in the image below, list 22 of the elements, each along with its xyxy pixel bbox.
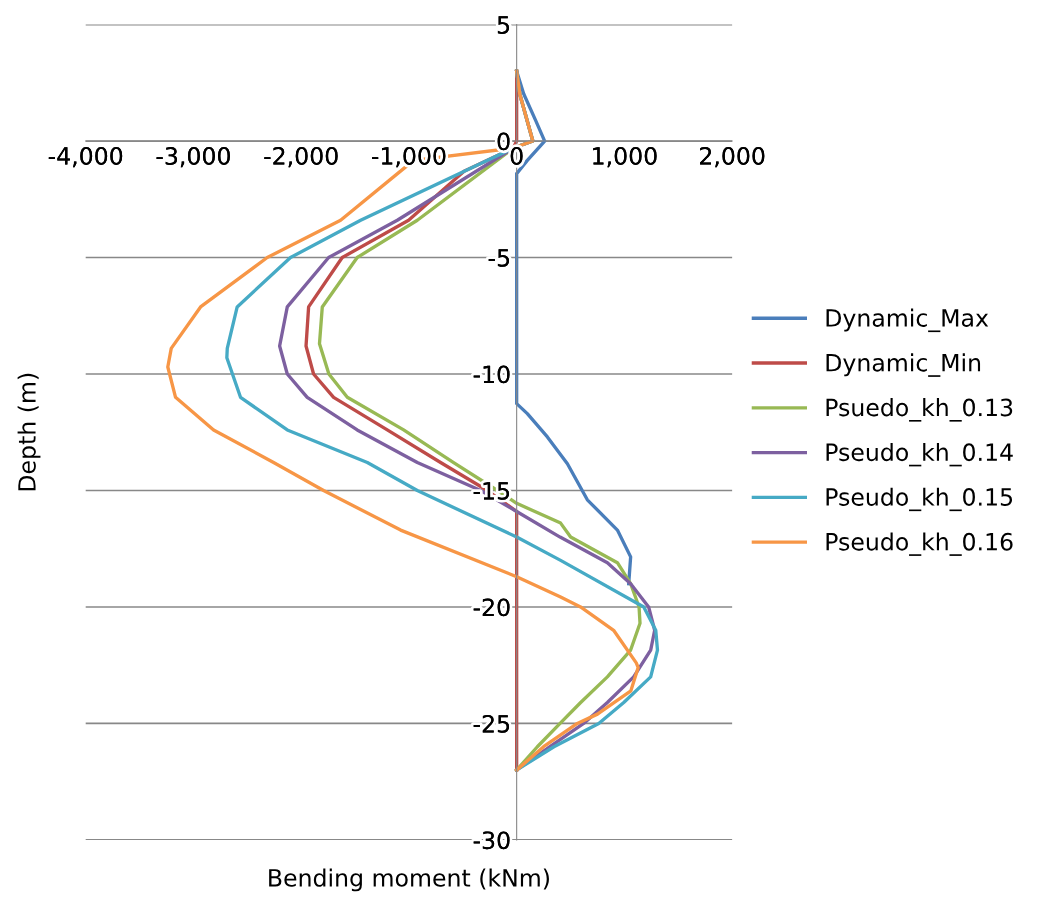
- x-tick-label: 1,000: [593, 147, 657, 168]
- legend-label: Dynamic_Max: [826, 308, 989, 333]
- x-tick-label: -4,000: [48, 147, 123, 168]
- x-axis-title: Bending moment (kNm): [269, 868, 549, 892]
- legend-label: Psuedo_kh_0.13: [826, 398, 1013, 422]
- x-tick-label: -3,000: [156, 147, 230, 168]
- legend-label: Pseudo_kh_0.14: [826, 442, 1013, 467]
- y-tick-label: 5: [497, 16, 510, 34]
- x-tick-label: 2,000: [700, 147, 765, 168]
- x-tick-label: -1,000: [372, 147, 446, 168]
- x-tick-label: 0: [510, 147, 523, 165]
- legend-label: Pseudo_kh_0.15: [826, 487, 1013, 512]
- x-tick-label: -2,000: [264, 147, 338, 168]
- y-tick-label: -10: [473, 365, 510, 384]
- y-tick-label: -30: [473, 831, 510, 850]
- legend-label: Pseudo_kh_0.16: [826, 532, 1013, 556]
- y-tick-label: -20: [473, 598, 510, 617]
- y-axis-title: Depth (m): [17, 373, 41, 491]
- y-tick-label: -5: [488, 249, 510, 267]
- y-tick-label: 0: [497, 132, 510, 151]
- y-tick-label: -25: [473, 714, 510, 733]
- legend-label: Dynamic_Min: [826, 353, 981, 377]
